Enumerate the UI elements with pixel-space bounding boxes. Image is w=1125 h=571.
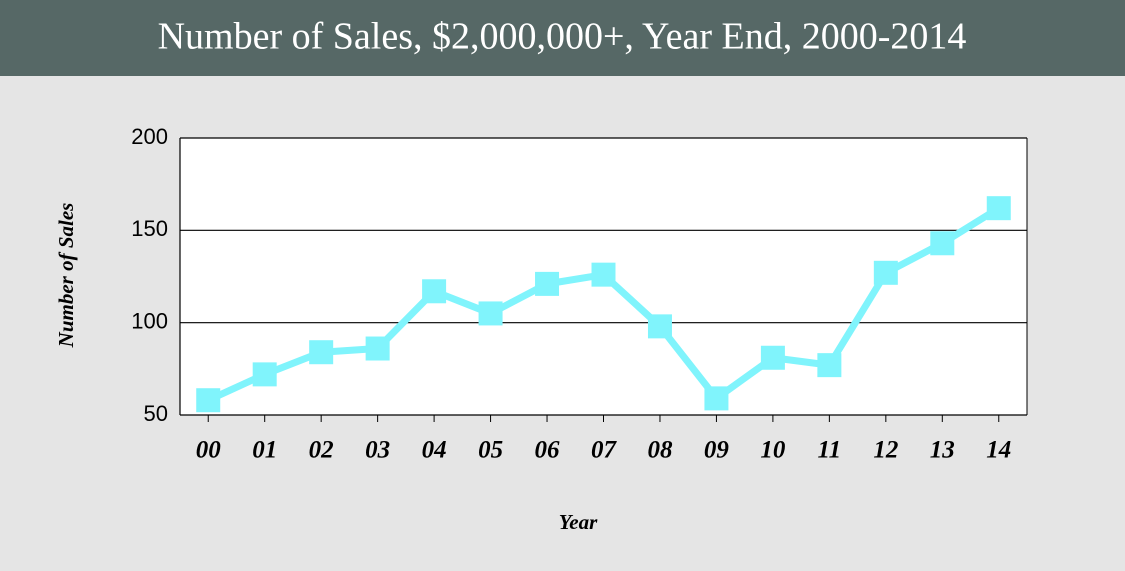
x-tick-label: 10 [760, 437, 786, 464]
x-tick-label: 11 [818, 437, 842, 464]
x-tick-label: 03 [365, 437, 390, 464]
y-axis-title: Number of Sales [54, 203, 78, 349]
x-tick-label: 12 [873, 437, 898, 464]
data-point [309, 340, 334, 365]
x-tick-label: 14 [986, 437, 1011, 464]
data-point [817, 353, 842, 378]
x-axis-title: Year [559, 510, 598, 534]
data-point [591, 262, 616, 287]
data-point [422, 279, 447, 304]
data-point [986, 196, 1011, 221]
x-tick-label: 13 [930, 437, 955, 464]
y-tick-label: 50 [144, 401, 168, 426]
y-tick-label: 100 [131, 308, 168, 333]
data-point [760, 345, 785, 370]
data-point [873, 260, 898, 285]
data-point [478, 301, 503, 326]
x-tick-label: 02 [309, 437, 334, 464]
x-tick-label: 04 [422, 437, 447, 464]
x-tick-label: 05 [478, 437, 503, 464]
x-tick-label: 09 [704, 437, 730, 464]
x-tick-label: 07 [591, 437, 618, 464]
x-tick-label: 06 [535, 437, 561, 464]
data-point [704, 386, 729, 411]
chart-title: Number of Sales, $2,000,000+, Year End, … [158, 16, 967, 58]
data-point [196, 388, 221, 413]
y-tick-label: 150 [131, 216, 168, 241]
x-tick-label: 00 [196, 437, 222, 464]
y-tick-label: 200 [131, 124, 168, 149]
data-point [535, 271, 560, 296]
x-tick-label: 01 [252, 437, 277, 464]
x-tick-label: 08 [647, 437, 673, 464]
data-point [365, 336, 390, 361]
data-point [930, 231, 955, 256]
data-point [252, 362, 277, 387]
title-band [0, 0, 1125, 76]
data-point [647, 314, 672, 339]
